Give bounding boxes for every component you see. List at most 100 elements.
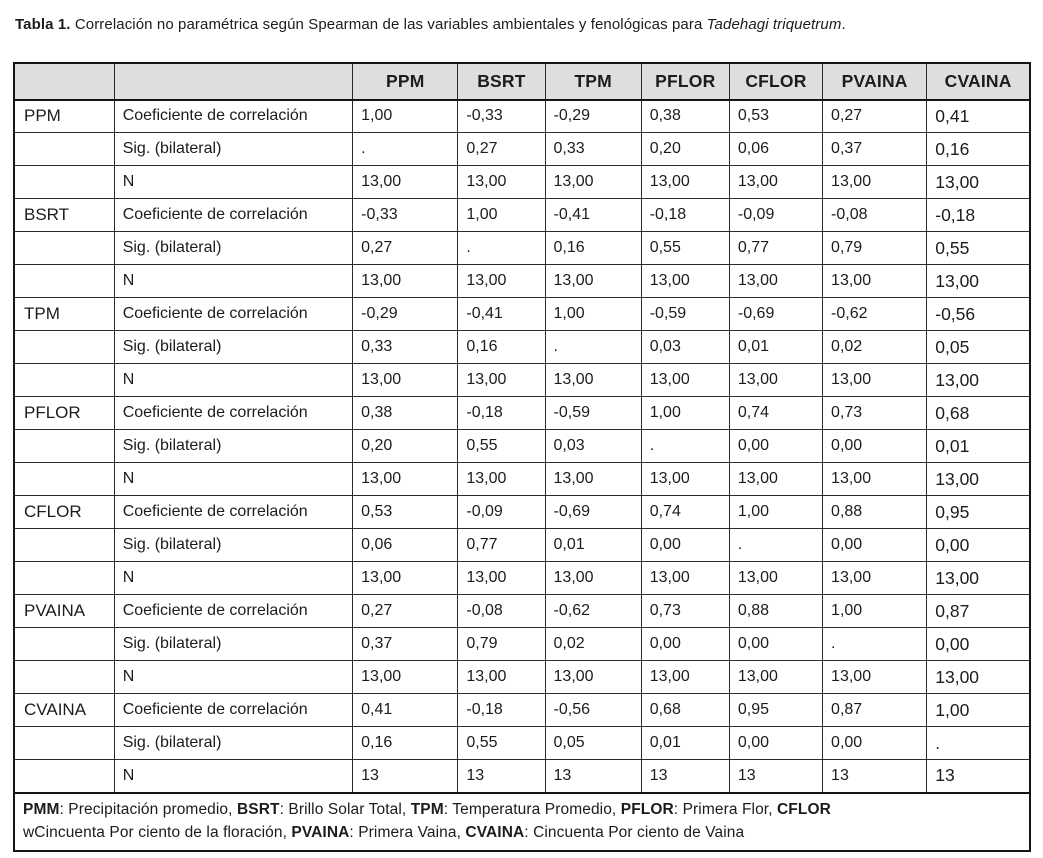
footnote-term: PVAINA xyxy=(291,823,350,841)
value-cell: 0,33 xyxy=(352,330,459,364)
value-cell: 1,00 xyxy=(352,99,459,133)
table-caption: Tabla 1. Correlación no paramétrica segú… xyxy=(15,15,1030,35)
value-cell: 0,02 xyxy=(544,627,642,661)
table-row-tpm-n: N 13,00 13,00 13,00 13,00 13,00 13,00 13,00 xyxy=(13,363,1031,397)
value-cell: -0,41 xyxy=(544,198,642,232)
value-cell: 1,00 xyxy=(640,396,730,430)
value-cell: 0,55 xyxy=(457,726,546,760)
value-cell: 0,16 xyxy=(926,132,1031,166)
value-cell: 13,00 xyxy=(822,660,928,694)
row-label-cell: N xyxy=(113,165,354,199)
row-label-cell: Coeficiente de correlación xyxy=(113,495,354,529)
value-cell: 0,00 xyxy=(926,627,1031,661)
value-cell: 0,16 xyxy=(352,726,459,760)
table-header-row: PPM BSRT TPM PFLOR CFLOR PVAINA CVAINA xyxy=(13,62,1031,101)
value-cell: 0,68 xyxy=(640,693,730,727)
value-cell: 13,00 xyxy=(352,165,459,199)
value-cell: 13,00 xyxy=(544,165,642,199)
value-cell: -0,08 xyxy=(457,594,546,628)
value-cell: 0,27 xyxy=(352,594,459,628)
value-cell: 0,06 xyxy=(728,132,824,166)
value-cell: 0,00 xyxy=(728,429,824,463)
value-cell: 1,00 xyxy=(926,693,1031,727)
value-cell: 0,05 xyxy=(544,726,642,760)
value-cell: 13,00 xyxy=(926,264,1031,298)
footnote-term: BSRT xyxy=(236,800,280,818)
value-cell: 0,41 xyxy=(352,693,459,727)
table-row-bsrt-sig: Sig. (bilateral) 0,27. 0,16 0,55 0,77 0,79 0,5… xyxy=(13,231,1031,265)
value-cell: -0,18 xyxy=(457,396,546,430)
table-row-cflor-coef: CFLOR Coeficiente de correlación 0,53 -0,09… xyxy=(13,495,1031,529)
value-cell: . xyxy=(728,528,824,562)
column-header-tpm: TPM xyxy=(544,62,642,101)
table-row-cvaina-sig: Sig. (bilateral) 0,16 0,55 0,05 0,01 0,00 0,00… xyxy=(13,726,1031,760)
value-cell: 0,00 xyxy=(728,627,824,661)
row-label-cell: N xyxy=(113,363,354,397)
value-cell: 0,53 xyxy=(352,495,459,529)
value-cell: 13 xyxy=(457,759,546,793)
row-label-cell: Sig. (bilateral) xyxy=(113,330,354,364)
value-cell: 0,37 xyxy=(352,627,459,661)
value-cell: -0,59 xyxy=(544,396,642,430)
table-row-cflor-n: N 13,00 13,00 13,00 13,00 13,00 13,00 13,00 xyxy=(13,561,1031,595)
correlation-table: PPM BSRT TPM PFLOR CFLOR PVAINA CVAINA PPM Coef… xyxy=(13,61,1031,852)
row-label-cell: Sig. (bilateral) xyxy=(113,627,354,661)
value-cell: 13,00 xyxy=(544,363,642,397)
value-cell: -0,59 xyxy=(640,297,730,331)
value-cell: 1,00 xyxy=(457,198,546,232)
value-cell: -0,29 xyxy=(352,297,459,331)
value-cell: 0,16 xyxy=(457,330,546,364)
value-cell: 0,20 xyxy=(352,429,459,463)
value-cell: -0,69 xyxy=(544,495,642,529)
value-cell: . xyxy=(457,231,546,265)
value-cell: 13,00 xyxy=(352,363,459,397)
value-cell: 13,00 xyxy=(728,165,824,199)
value-cell: 13,00 xyxy=(457,660,546,694)
value-cell: 0,00 xyxy=(822,429,928,463)
row-label-cell: Coeficiente de correlación xyxy=(113,297,354,331)
value-cell: 0,87 xyxy=(822,693,928,727)
value-cell: 0,74 xyxy=(640,495,730,529)
variable-name-cell-cvaina: CVAINA xyxy=(13,693,115,727)
value-cell: 0,95 xyxy=(728,693,824,727)
header-row: PPM BSRT TPM PFLOR CFLOR PVAINA CVAINA xyxy=(13,62,1031,101)
table-row-pvaina-sig: Sig. (bilateral) 0,37 0,79 0,02 0,00 0,00. 0,0… xyxy=(13,627,1031,661)
footnote-term: TPM xyxy=(410,800,444,818)
value-cell: 0,55 xyxy=(926,231,1031,265)
footnote-term: PMM xyxy=(23,800,60,818)
value-cell: 1,00 xyxy=(544,297,642,331)
footnote-term: PFLOR xyxy=(620,800,674,818)
column-header-bsrt: BSRT xyxy=(457,62,546,101)
caption-species-name: Tadehagi triquetrum xyxy=(706,16,842,33)
value-cell: 13 xyxy=(544,759,642,793)
table-row-tpm-coef: TPM Coeficiente de correlación -0,29 -0,41 1… xyxy=(13,297,1031,331)
value-cell: 13,00 xyxy=(926,462,1031,496)
variable-name-cell-empty xyxy=(13,660,115,694)
value-cell: 13,00 xyxy=(544,660,642,694)
value-cell: 0,87 xyxy=(926,594,1031,628)
value-cell: -0,09 xyxy=(457,495,546,529)
column-header-empty xyxy=(13,62,115,101)
value-cell: 13,00 xyxy=(457,264,546,298)
value-cell: 0,79 xyxy=(457,627,546,661)
row-label-cell: Sig. (bilateral) xyxy=(113,528,354,562)
row-label-cell: Coeficiente de correlación xyxy=(113,99,354,133)
row-label-cell: Coeficiente de correlación xyxy=(113,198,354,232)
value-cell: 13,00 xyxy=(640,363,730,397)
footnote-term: CFLOR xyxy=(777,800,831,818)
variable-name-cell-cflor: CFLOR xyxy=(13,495,115,529)
table-row-cvaina-coef: CVAINA Coeficiente de correlación 0,41 -0,1… xyxy=(13,693,1031,727)
value-cell: 0,37 xyxy=(822,132,928,166)
variable-name-cell-empty xyxy=(13,462,115,496)
value-cell: 0,88 xyxy=(822,495,928,529)
value-cell: 0,73 xyxy=(640,594,730,628)
variable-name-cell-empty xyxy=(13,132,115,166)
value-cell: 13,00 xyxy=(640,660,730,694)
value-cell: 0,27 xyxy=(822,99,928,133)
value-cell: 13,00 xyxy=(640,561,730,595)
table-footnote: PMM: Precipitación promedio, BSRT: Brill… xyxy=(13,791,1031,852)
value-cell: -0,62 xyxy=(544,594,642,628)
value-cell: 13 xyxy=(822,759,928,793)
value-cell: -0,33 xyxy=(352,198,459,232)
value-cell: 0,03 xyxy=(544,429,642,463)
